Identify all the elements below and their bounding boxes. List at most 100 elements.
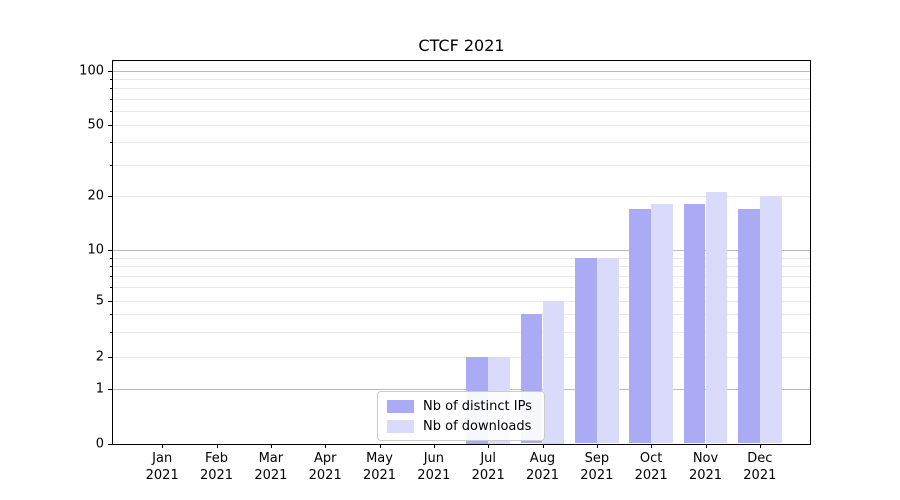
x-tick-year: 2021 <box>199 468 234 483</box>
y-tick-label: 10 <box>87 242 104 258</box>
x-tick-label: Jul 2021 <box>460 450 516 484</box>
gridline-minor <box>113 357 810 358</box>
y-minor-tick-mark <box>110 142 112 144</box>
x-tick-mark <box>162 444 164 448</box>
x-tick-year: 2021 <box>308 468 342 483</box>
x-tick-month: Jun <box>423 451 444 466</box>
y-tick-mark <box>108 124 112 126</box>
y-tick-label: 5 <box>95 293 104 308</box>
x-tick-mark <box>542 444 544 448</box>
x-tick-label: Apr 2021 <box>297 450 353 484</box>
y-tick-mark <box>108 357 112 358</box>
x-tick-mark <box>216 444 218 448</box>
x-tick-month: Sep <box>584 451 610 466</box>
x-tick-year: 2021 <box>634 468 668 483</box>
x-tick-label: Feb 2021 <box>189 450 245 484</box>
x-tick-mark <box>651 444 653 448</box>
gridline-minor <box>113 300 810 302</box>
y-minor-tick-mark <box>110 331 112 333</box>
legend-swatch-nb-of-distinct-ips <box>387 399 414 413</box>
x-tick-mark <box>759 444 761 448</box>
x-tick-label: Aug 2021 <box>515 450 571 484</box>
bar-nb-of-downloads-dec <box>759 196 782 444</box>
gridline-minor <box>113 275 810 277</box>
y-tick-mark <box>108 443 112 445</box>
y-minor-tick-mark <box>110 164 112 166</box>
x-tick-year: 2021 <box>471 468 505 483</box>
y-minor-tick-mark <box>110 257 112 259</box>
bar-nb-of-downloads-oct <box>651 204 673 444</box>
y-tick-label: 20 <box>87 188 104 204</box>
y-minor-tick-mark <box>110 287 112 289</box>
x-tick-month: Feb <box>205 451 229 466</box>
x-tick-month: Aug <box>529 451 556 466</box>
legend-item: Nb of downloads <box>387 419 535 434</box>
x-tick-label: Jun 2021 <box>406 450 462 484</box>
x-tick-year: 2021 <box>417 468 451 483</box>
x-tick-month: Jul <box>480 451 497 466</box>
y-tick-mark <box>108 300 112 302</box>
bar-nb-of-distinct-ips-dec <box>738 208 760 444</box>
y-tick-label: 50 <box>87 117 104 133</box>
legend-swatch-nb-of-downloads <box>387 419 414 433</box>
y-tick-mark <box>108 196 112 198</box>
y-minor-tick-mark <box>110 275 112 277</box>
plot-area <box>112 60 811 445</box>
x-tick-label: Dec 2021 <box>732 450 788 484</box>
x-tick-mark <box>325 444 327 448</box>
gridline-minor <box>113 124 810 126</box>
gridline-minor <box>113 314 810 316</box>
gridline-minor <box>113 142 810 144</box>
gridline-minor <box>113 98 810 100</box>
gridline-major <box>113 71 810 72</box>
gridline-minor <box>113 257 810 259</box>
bar-nb-of-downloads-sep <box>596 257 619 444</box>
gridline-minor <box>113 266 810 268</box>
y-minor-tick-mark <box>110 79 112 81</box>
legend-label: Nb of distinct IPs <box>423 398 532 414</box>
x-tick-month: Apr <box>313 451 337 466</box>
x-tick-month: Nov <box>692 451 719 466</box>
legend: Nb of distinct IPs Nb of downloads <box>377 391 545 441</box>
chart-title: CTCF 2021 <box>418 36 505 55</box>
gridline-major <box>113 250 810 251</box>
x-tick-month: Oct <box>639 451 663 466</box>
x-tick-mark <box>433 444 435 448</box>
x-tick-label: Mar 2021 <box>243 450 299 484</box>
bar-nb-of-distinct-ips-sep <box>575 257 597 444</box>
x-tick-year: 2021 <box>362 468 397 483</box>
y-tick-mark <box>108 250 112 251</box>
gridline-minor <box>113 196 810 198</box>
y-minor-tick-mark <box>110 88 112 90</box>
gridline-minor <box>113 110 810 112</box>
gridline-minor <box>113 79 810 81</box>
legend-label: Nb of downloads <box>423 418 532 434</box>
x-tick-year: 2021 <box>254 468 288 483</box>
y-minor-tick-mark <box>110 266 112 268</box>
x-tick-mark <box>270 444 272 448</box>
x-tick-mark <box>596 444 598 448</box>
x-tick-year: 2021 <box>580 468 614 483</box>
x-tick-month: Dec <box>747 451 773 466</box>
x-tick-month: Jan <box>152 451 173 466</box>
x-tick-mark <box>705 444 707 448</box>
bar-nb-of-distinct-ips-oct <box>629 208 652 444</box>
x-tick-year: 2021 <box>743 468 777 483</box>
x-tick-year: 2021 <box>145 468 179 483</box>
bar-nb-of-distinct-ips-nov <box>683 204 706 444</box>
x-tick-label: Oct 2021 <box>623 450 679 484</box>
x-tick-month: Mar <box>258 451 284 466</box>
x-tick-mark <box>379 444 381 448</box>
x-tick-label: Sep 2021 <box>569 450 625 484</box>
y-minor-tick-mark <box>110 98 112 100</box>
x-tick-year: 2021 <box>688 468 723 483</box>
y-tick-mark <box>108 389 112 390</box>
y-tick-label: 100 <box>79 63 104 79</box>
y-tick-label: 1 <box>95 381 104 397</box>
gridline-minor <box>113 287 810 289</box>
x-tick-label: May 2021 <box>352 450 408 484</box>
y-minor-tick-mark <box>110 314 112 316</box>
x-tick-mark <box>488 444 490 448</box>
gridline-minor <box>113 164 810 166</box>
